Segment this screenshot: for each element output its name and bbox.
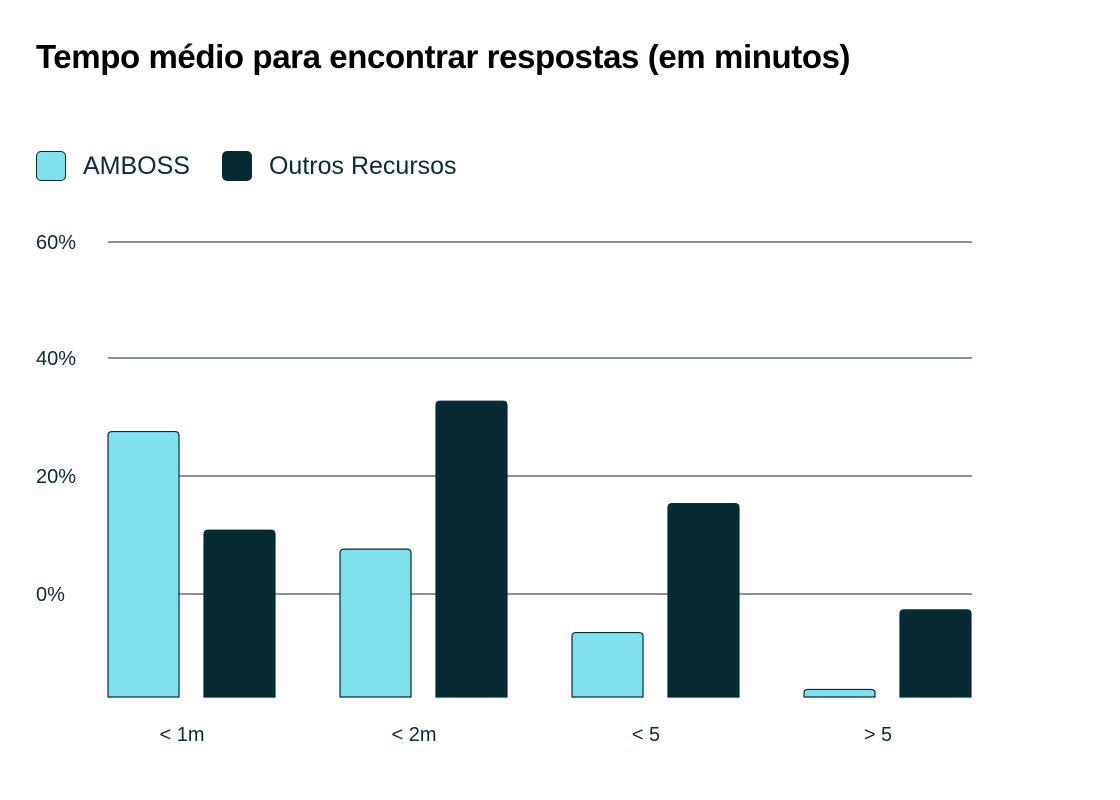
legend-swatch-amboss — [36, 151, 66, 181]
legend-item-outros-recursos: Outros Recursos — [221, 151, 457, 181]
x-tick-label: < 2m — [391, 724, 436, 746]
legend-label-outros-recursos: Outros Recursos — [268, 151, 457, 180]
bar-amboss — [339, 548, 412, 698]
y-tick-label: 0% — [36, 584, 65, 606]
y-tick-label: 40% — [36, 348, 76, 370]
bar-outros-recursos — [667, 503, 740, 698]
chart-title: Tempo médio para encontrar respostas (em… — [36, 38, 851, 75]
x-tick-label: < 1m — [159, 724, 204, 746]
x-tick-label: < 5 — [632, 724, 660, 746]
bar-outros-recursos — [203, 529, 276, 698]
y-tick-label: 20% — [36, 466, 76, 488]
x-tick-label: > 5 — [864, 724, 892, 746]
legend-label-amboss: AMBOSS — [83, 151, 190, 180]
bar-amboss — [571, 631, 644, 698]
bar-amboss — [803, 688, 876, 698]
bar-outros-recursos — [435, 400, 508, 698]
legend-item-amboss: AMBOSS — [36, 151, 190, 181]
legend: AMBOSS Outros Recursos — [36, 150, 489, 182]
bar-outros-recursos — [899, 609, 972, 698]
legend-swatch-outros-recursos — [221, 151, 252, 181]
bar-amboss — [107, 430, 180, 698]
y-tick-label: 60% — [36, 232, 76, 254]
